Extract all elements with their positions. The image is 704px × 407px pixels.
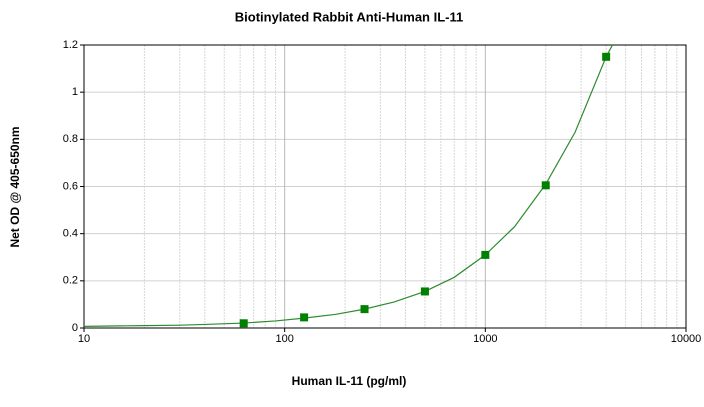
y-axis-label: Net OD @ 405-650nm <box>8 126 22 247</box>
data-point <box>420 287 429 296</box>
data-point <box>541 181 550 190</box>
y-tick-label: 1 <box>72 86 78 98</box>
y-tick-label: 0.2 <box>63 275 78 287</box>
x-tick-label: 100 <box>275 333 293 345</box>
data-point <box>481 250 490 259</box>
x-tick-label: 10 <box>78 333 90 345</box>
data-point <box>360 305 369 314</box>
x-axis-label: Human IL-11 (pg/ml) <box>292 374 407 388</box>
data-point <box>602 52 611 61</box>
data-point <box>300 313 309 322</box>
y-tick-label: 0.6 <box>63 180 78 192</box>
data-point <box>239 319 248 328</box>
plot-frame <box>83 44 687 329</box>
y-tick-label: 0 <box>72 322 78 334</box>
y-tick-label: 0.4 <box>63 228 78 240</box>
y-tick-label: 1.2 <box>63 39 78 51</box>
x-tick-label: 1000 <box>473 333 497 345</box>
fit-curve <box>83 44 613 327</box>
chart-title: Biotinylated Rabbit Anti-Human IL-11 <box>235 9 463 24</box>
x-tick-label: 10000 <box>671 333 702 345</box>
y-tick-label: 0.8 <box>63 133 78 145</box>
